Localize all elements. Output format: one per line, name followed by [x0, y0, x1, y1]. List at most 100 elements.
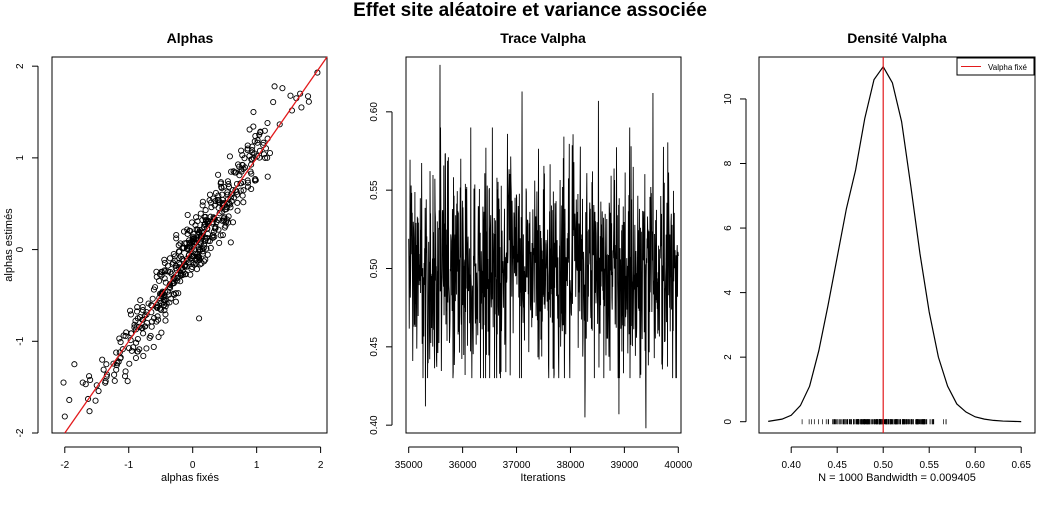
alphas-point	[196, 315, 203, 322]
density-curve-group	[768, 65, 1022, 423]
alphas-point	[103, 361, 110, 368]
density-y-tick-label: 4	[723, 289, 734, 295]
alphas-point	[139, 307, 147, 314]
alphas-point	[195, 229, 202, 236]
alphas-point	[110, 360, 117, 367]
alphas-point	[140, 316, 147, 323]
density-plot-frame	[758, 56, 1036, 434]
alphas-point	[206, 191, 214, 198]
alphas-point	[219, 217, 226, 224]
alphas-point	[113, 349, 120, 356]
alphas-point	[100, 366, 107, 373]
alphas-point	[266, 149, 274, 157]
alphas-point	[173, 231, 180, 239]
trace-x-axis: 35000 36000 37000 38000 39000 40000	[395, 446, 693, 471]
alphas-point	[193, 214, 200, 221]
alphas-point	[260, 151, 268, 158]
alphas-point	[125, 345, 133, 352]
alphas-point	[205, 237, 212, 244]
alphas-point	[204, 251, 211, 258]
density-legend-label: Valpha fixé	[988, 63, 1028, 72]
alphas-point	[158, 329, 165, 336]
density-y-tick-label: 10	[723, 93, 734, 105]
alphas-x-tick-label: 1	[254, 460, 260, 471]
alphas-point	[190, 236, 197, 243]
alphas-point	[215, 171, 222, 178]
alphas-point	[161, 256, 168, 263]
alphas-point	[197, 261, 204, 268]
density-x-tick-label: 0.45	[827, 460, 847, 471]
alphas-point	[251, 177, 259, 184]
alphas-point	[203, 234, 210, 242]
alphas-point	[264, 154, 271, 161]
alphas-point	[176, 259, 183, 266]
alphas-scatter-panel: Alphas alphas fixés alphas estimés -2 -1 0…	[3, 30, 328, 484]
alphas-point	[212, 189, 220, 196]
alphas-point	[71, 361, 78, 368]
alphas-point	[175, 248, 182, 255]
alphas-point	[276, 121, 283, 128]
alphas-point	[133, 308, 141, 315]
alphas-point	[201, 223, 208, 230]
density-valpha-panel: Densité Valpha N = 1000 Bandwidth = 0.00…	[723, 30, 1036, 484]
alphas-y-tick-label: 1	[15, 155, 26, 161]
alphas-point	[66, 396, 73, 404]
alphas-point	[154, 313, 161, 320]
alphas-panel-title: Alphas	[167, 30, 214, 46]
trace-y-tick-label: 0.60	[369, 102, 380, 122]
alphas-point	[238, 168, 245, 175]
alphas-point	[218, 183, 225, 190]
density-x-tick-label: 0.55	[919, 460, 939, 471]
alphas-point	[260, 139, 267, 146]
alphas-point	[250, 108, 257, 116]
density-x-tick-label: 0.60	[965, 460, 985, 471]
trace-plot-frame	[405, 56, 682, 434]
density-x-tick-label: 0.65	[1011, 460, 1031, 471]
alphas-point	[204, 218, 211, 226]
alphas-reference-line	[64, 56, 328, 434]
density-y-tick-label: 0	[723, 418, 734, 424]
alphas-point	[167, 295, 174, 302]
density-y-tick-label: 2	[723, 354, 734, 360]
alphas-point	[215, 199, 222, 206]
alphas-point	[85, 395, 92, 403]
alphas-x-axis-label: alphas fixés	[161, 472, 220, 484]
alphas-x-tick-label: 2	[318, 460, 324, 471]
alphas-point	[262, 154, 269, 161]
trace-y-tick-label: 0.45	[369, 337, 380, 357]
density-x-axis: 0.40 0.45 0.50 0.55 0.60 0.65	[781, 446, 1031, 471]
alphas-point	[86, 408, 93, 415]
alphas-y-tick-label: 0	[15, 246, 26, 252]
alphas-point	[154, 303, 161, 310]
alphas-point	[140, 352, 147, 360]
density-legend-box	[956, 57, 1035, 76]
alphas-point	[160, 293, 167, 301]
alphas-point	[231, 169, 238, 176]
alphas-point	[177, 271, 185, 278]
alphas-point	[235, 161, 242, 168]
alphas-point	[122, 368, 129, 375]
alphas-point	[227, 239, 234, 246]
alphas-point	[213, 219, 220, 226]
alphas-point	[161, 259, 168, 266]
alphas-point	[117, 339, 124, 346]
alphas-point	[241, 155, 248, 162]
density-legend: Valpha fixé	[956, 57, 1035, 76]
alphas-point	[143, 311, 150, 318]
alphas-point	[114, 360, 121, 367]
alphas-x-tick-label: -2	[60, 460, 69, 471]
alphas-point	[161, 267, 168, 274]
alphas-point	[217, 179, 225, 186]
density-rug	[801, 419, 947, 425]
alphas-point	[148, 323, 155, 330]
alphas-point	[189, 260, 196, 267]
alphas-point	[202, 256, 209, 263]
alphas-point	[240, 199, 247, 206]
trace-y-axis: 0.40 0.45 0.50 0.55 0.60	[369, 102, 393, 435]
trace-y-tick-label: 0.40	[369, 415, 380, 435]
alphas-point	[193, 266, 200, 273]
trace-series	[408, 64, 679, 429]
alphas-point	[224, 195, 232, 203]
alphas-point	[199, 248, 206, 255]
